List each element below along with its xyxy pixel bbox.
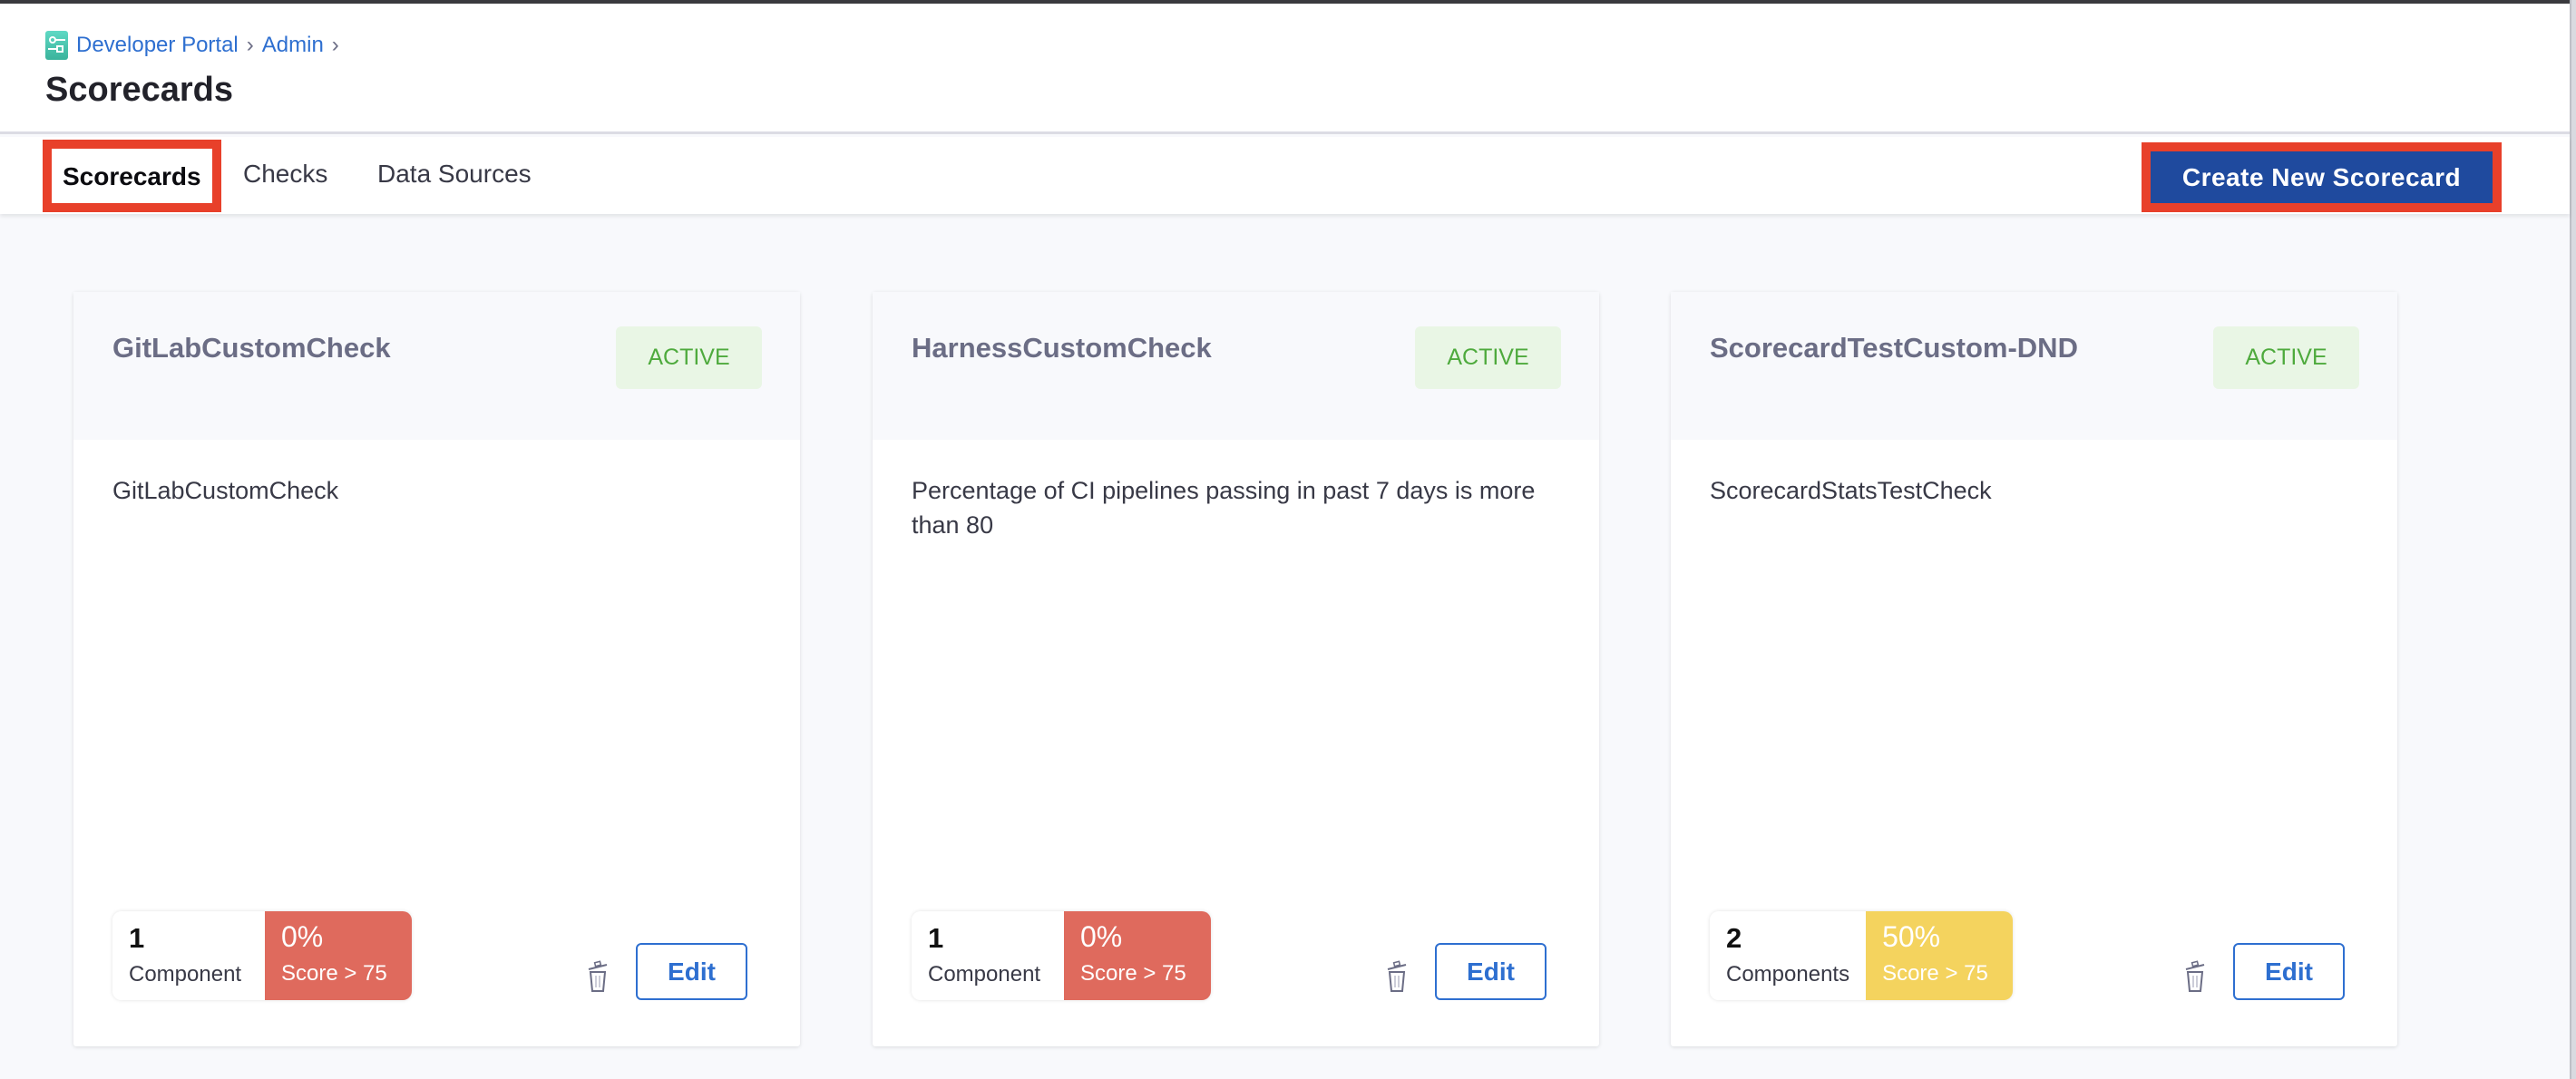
- component-count-value: 1: [928, 922, 944, 954]
- card-header: HarnessCustomCheck ACTIVE: [873, 292, 1599, 440]
- scorecard-card: GitLabCustomCheck ACTIVE GitLabCustomChe…: [73, 292, 800, 1046]
- card-stats: 1 Component 0% Score > 75: [112, 911, 412, 1000]
- component-count-label: Components: [1726, 962, 1850, 987]
- component-count: 1 Component: [112, 911, 265, 1000]
- tab-checks[interactable]: Checks: [243, 160, 328, 188]
- card-description: GitLabCustomCheck: [112, 477, 339, 504]
- scorecard-card: ScorecardTestCustom-DND ACTIVE Scorecard…: [1671, 292, 2397, 1046]
- trash-icon[interactable]: [1383, 958, 1410, 995]
- card-header: GitLabCustomCheck ACTIVE: [73, 292, 800, 440]
- tab-bar: Scorecards Checks Data Sources Create Ne…: [0, 137, 2570, 214]
- create-button-highlight: Create New Scorecard: [2142, 142, 2502, 212]
- score-box: 50% Score > 75: [1866, 911, 2014, 1000]
- chevron-right-icon: ›: [331, 33, 339, 57]
- status-badge: ACTIVE: [616, 326, 762, 389]
- component-count-label: Component: [129, 962, 242, 987]
- component-count: 1 Component: [912, 911, 1064, 1000]
- card-title[interactable]: GitLabCustomCheck: [112, 332, 391, 364]
- component-count-value: 1: [129, 922, 145, 954]
- score-threshold: Score > 75: [1080, 961, 1186, 986]
- card-title[interactable]: HarnessCustomCheck: [912, 332, 1212, 364]
- score-box: 0% Score > 75: [265, 911, 412, 1000]
- trash-icon[interactable]: [584, 958, 611, 995]
- component-count-label: Component: [928, 962, 1041, 987]
- window-top-bar: [0, 0, 2576, 4]
- breadcrumb: Developer Portal › Admin ›: [45, 31, 347, 60]
- card-title[interactable]: ScorecardTestCustom-DND: [1710, 332, 2078, 364]
- component-count: 2 Components: [1710, 911, 1867, 1000]
- card-stats: 2 Components 50% Score > 75: [1710, 911, 2014, 1000]
- card-description: ScorecardStatsTestCheck: [1710, 477, 1992, 504]
- score-percent: 50%: [1882, 920, 1941, 953]
- score-percent: 0%: [281, 920, 324, 953]
- create-new-scorecard-button[interactable]: Create New Scorecard: [2151, 151, 2493, 203]
- card-stats: 1 Component 0% Score > 75: [912, 911, 1211, 1000]
- card-header: ScorecardTestCustom-DND ACTIVE: [1671, 292, 2397, 440]
- trash-icon[interactable]: [2181, 958, 2209, 995]
- page-header: Developer Portal › Admin › Scorecards: [0, 4, 2570, 134]
- edit-button[interactable]: Edit: [1435, 943, 1547, 1000]
- tab-scorecards[interactable]: Scorecards: [43, 140, 221, 212]
- status-badge: ACTIVE: [2213, 326, 2359, 389]
- developer-portal-icon: [45, 31, 68, 60]
- component-count-value: 2: [1726, 922, 1742, 954]
- score-box: 0% Score > 75: [1064, 911, 1211, 1000]
- tab-data-sources[interactable]: Data Sources: [377, 160, 532, 188]
- page-title: Scorecards: [45, 71, 234, 109]
- edit-button[interactable]: Edit: [2233, 943, 2345, 1000]
- edit-button[interactable]: Edit: [636, 943, 747, 1000]
- breadcrumb-admin[interactable]: Admin: [261, 33, 324, 57]
- score-percent: 0%: [1080, 920, 1123, 953]
- score-threshold: Score > 75: [1882, 961, 1988, 986]
- status-badge: ACTIVE: [1415, 326, 1561, 389]
- chevron-right-icon: ›: [246, 33, 254, 57]
- scrollbar[interactable]: [2570, 0, 2576, 1079]
- card-description: Percentage of CI pipelines passing in pa…: [912, 477, 1536, 539]
- score-threshold: Score > 75: [281, 961, 387, 986]
- breadcrumb-developer-portal[interactable]: Developer Portal: [76, 33, 239, 57]
- scorecard-card: HarnessCustomCheck ACTIVE Percentage of …: [873, 292, 1599, 1046]
